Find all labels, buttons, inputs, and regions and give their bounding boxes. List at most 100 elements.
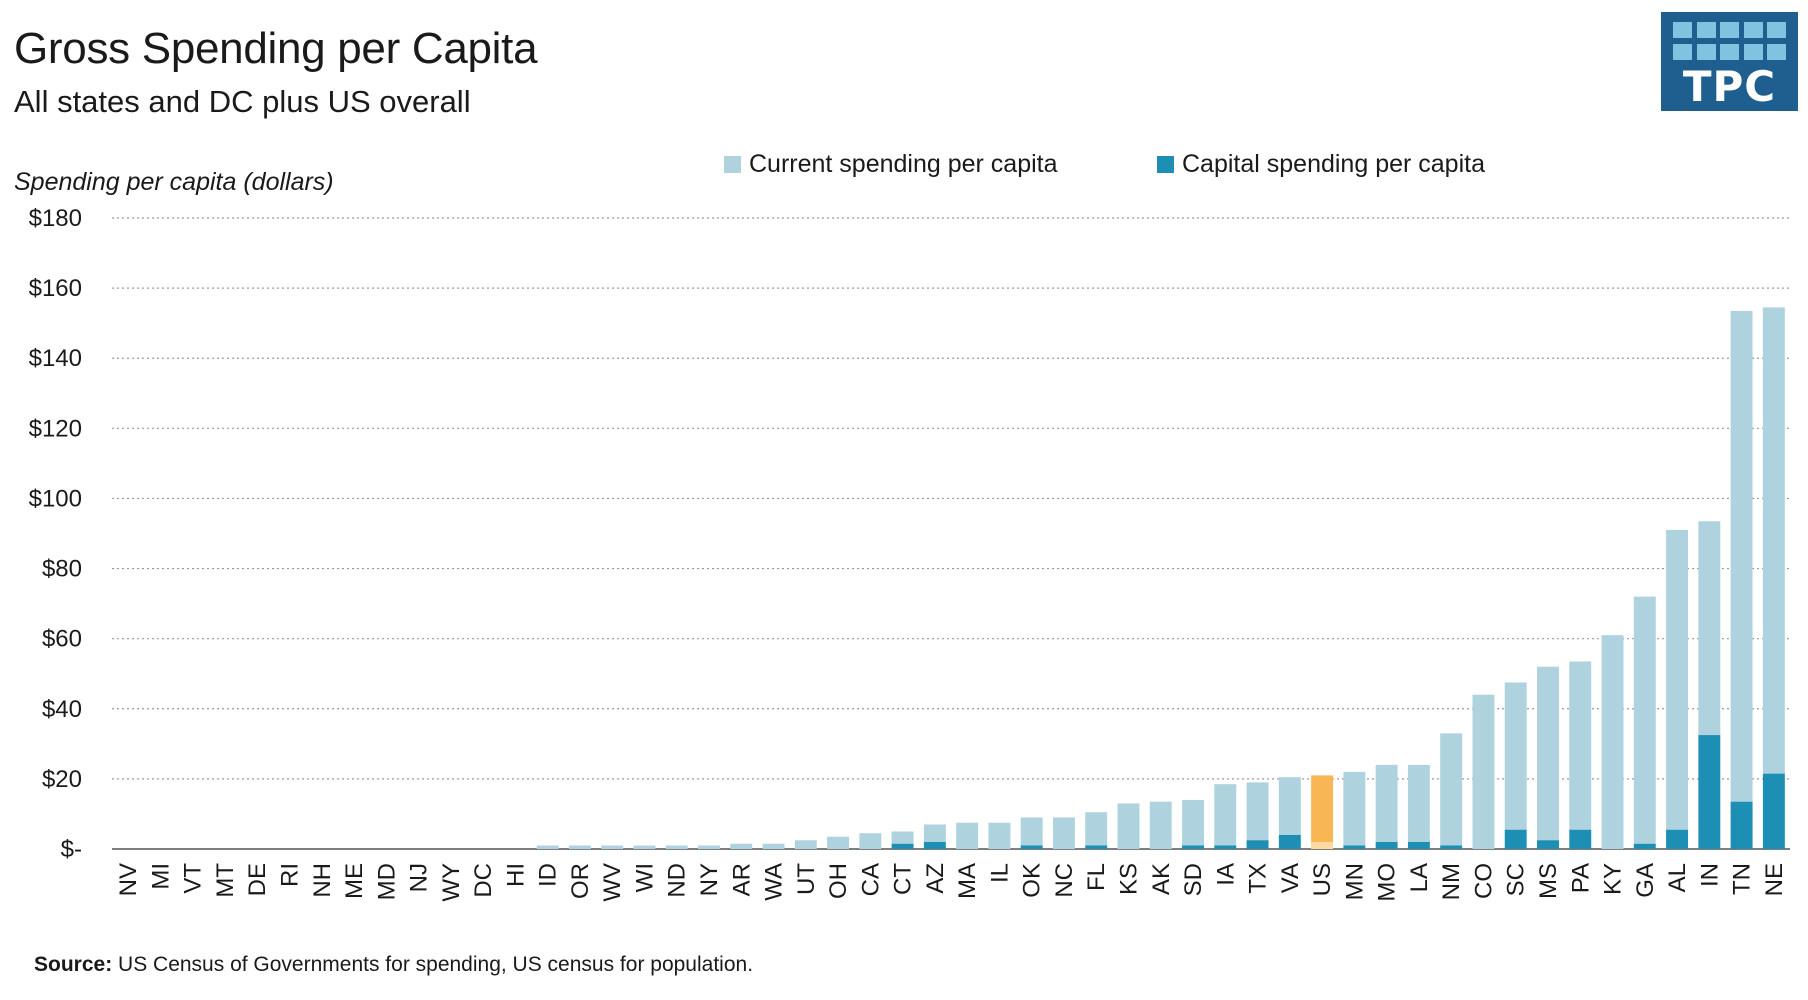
x-tick-label: NJ xyxy=(406,863,433,892)
x-tick-label: OH xyxy=(825,863,852,899)
x-tick-label: MA xyxy=(954,863,981,899)
bar-current-ga xyxy=(1633,596,1656,844)
y-tick-label: $20 xyxy=(42,766,82,793)
bar-current-mn xyxy=(1343,771,1366,846)
x-tick-label: FL xyxy=(1083,863,1110,891)
source-label: Source: xyxy=(34,953,113,976)
x-tick-label: SD xyxy=(1180,863,1207,896)
bar-current-ma xyxy=(956,822,979,849)
bar-current-wi xyxy=(633,845,656,849)
bar-capital-us xyxy=(1311,841,1334,849)
x-tick-label: NH xyxy=(309,863,336,898)
y-tick-label: $100 xyxy=(29,485,82,512)
bar-capital-az xyxy=(923,841,946,849)
bar-current-mo xyxy=(1375,764,1398,842)
y-tick-label: $40 xyxy=(42,696,82,723)
bar-current-al xyxy=(1666,529,1689,830)
x-tick-label: MT xyxy=(212,863,239,898)
bar-current-il xyxy=(988,822,1011,849)
x-tick-label: KY xyxy=(1600,863,1627,895)
x-tick-label: AK xyxy=(1148,863,1175,895)
y-tick-label: $60 xyxy=(42,626,82,653)
x-tick-label: WV xyxy=(599,863,626,902)
x-tick-label: NC xyxy=(1051,863,1078,898)
bar-current-ny xyxy=(698,845,720,849)
legend-swatch-capital xyxy=(1157,156,1174,173)
bar-capital-va xyxy=(1278,834,1301,849)
y-tick-label: $- xyxy=(61,836,82,863)
x-tick-label: HI xyxy=(502,863,529,887)
tpc-logo: TPC xyxy=(1661,12,1798,111)
x-tick-label: MI xyxy=(147,863,174,890)
bar-current-fl xyxy=(1085,812,1108,846)
bar-current-ca xyxy=(859,833,882,849)
logo-text: TPC xyxy=(1682,62,1777,111)
bar-current-sd xyxy=(1182,799,1204,846)
bar-capital-in xyxy=(1698,735,1721,849)
x-tick-label: RI xyxy=(276,863,303,887)
x-tick-label: OK xyxy=(1019,863,1046,898)
chart-subtitle: All states and DC plus US overall xyxy=(14,84,471,119)
x-tick-label: AR xyxy=(728,863,755,896)
bar-capital-mn xyxy=(1343,845,1366,849)
x-tick-label: VA xyxy=(1277,863,1304,893)
x-tick-label: MS xyxy=(1535,863,1562,899)
bar-current-tx xyxy=(1246,782,1269,841)
x-tick-label: NV xyxy=(115,863,142,896)
bar-capital-pa xyxy=(1569,829,1592,849)
bar-current-or xyxy=(568,845,591,849)
bar-current-ne xyxy=(1762,307,1785,774)
y-tick-label: $160 xyxy=(29,275,82,302)
x-tick-label: WA xyxy=(761,863,788,901)
x-tick-label: NM xyxy=(1438,863,1465,900)
bar-current-ut xyxy=(794,840,817,849)
x-tick-label: SC xyxy=(1503,863,1530,896)
y-tick-label: $80 xyxy=(42,556,82,583)
bar-capital-tx xyxy=(1246,840,1269,849)
bar-capital-ne xyxy=(1762,773,1785,849)
x-tick-label: UT xyxy=(793,863,820,895)
bar-capital-nm xyxy=(1440,845,1463,849)
bar-current-ct xyxy=(891,831,914,844)
logo-grid-icon xyxy=(1673,22,1786,62)
bar-capital-ia xyxy=(1214,845,1237,849)
bar-current-va xyxy=(1278,777,1301,835)
source-note: Source: US Census of Governments for spe… xyxy=(34,953,753,977)
bar-current-ky xyxy=(1601,635,1624,849)
bar-current-wa xyxy=(762,843,785,849)
x-tick-label: MO xyxy=(1374,863,1401,902)
bar-current-oh xyxy=(827,836,850,849)
bar-capital-fl xyxy=(1085,845,1108,849)
bar-current-ak xyxy=(1149,801,1172,849)
x-tick-label: DE xyxy=(244,863,271,896)
x-tick-label: WY xyxy=(438,863,465,902)
bar-current-ia xyxy=(1214,784,1237,846)
source-text: US Census of Governments for spending, U… xyxy=(112,953,754,976)
bar-capital-ms xyxy=(1537,840,1559,849)
x-tick-label: ND xyxy=(664,863,691,898)
bar-capital-mo xyxy=(1375,841,1398,849)
legend-swatch-current xyxy=(724,156,741,173)
bar-capital-sc xyxy=(1504,829,1527,849)
x-tick-label: NE xyxy=(1761,863,1788,896)
x-tick-label: CA xyxy=(857,863,884,896)
x-tick-label: AZ xyxy=(922,863,949,894)
bar-capital-ct xyxy=(891,843,914,849)
x-tick-label: ME xyxy=(341,863,368,899)
x-tick-label: GA xyxy=(1632,863,1659,898)
x-tick-label: US xyxy=(1309,863,1336,896)
bar-current-ar xyxy=(730,843,753,849)
bar-current-tn xyxy=(1730,310,1753,802)
legend-label-current: Current spending per capita xyxy=(749,150,1058,178)
bar-current-id xyxy=(536,845,559,849)
bar-current-co xyxy=(1472,694,1495,849)
bar-current-in xyxy=(1698,521,1721,736)
x-tick-label: IN xyxy=(1696,863,1723,887)
y-tick-label: $140 xyxy=(29,345,82,372)
x-tick-label: KS xyxy=(1115,863,1142,895)
bar-capital-al xyxy=(1666,829,1689,849)
bar-current-ms xyxy=(1537,666,1559,841)
bar-current-wv xyxy=(601,845,624,849)
x-tick-label: TN xyxy=(1729,863,1756,895)
